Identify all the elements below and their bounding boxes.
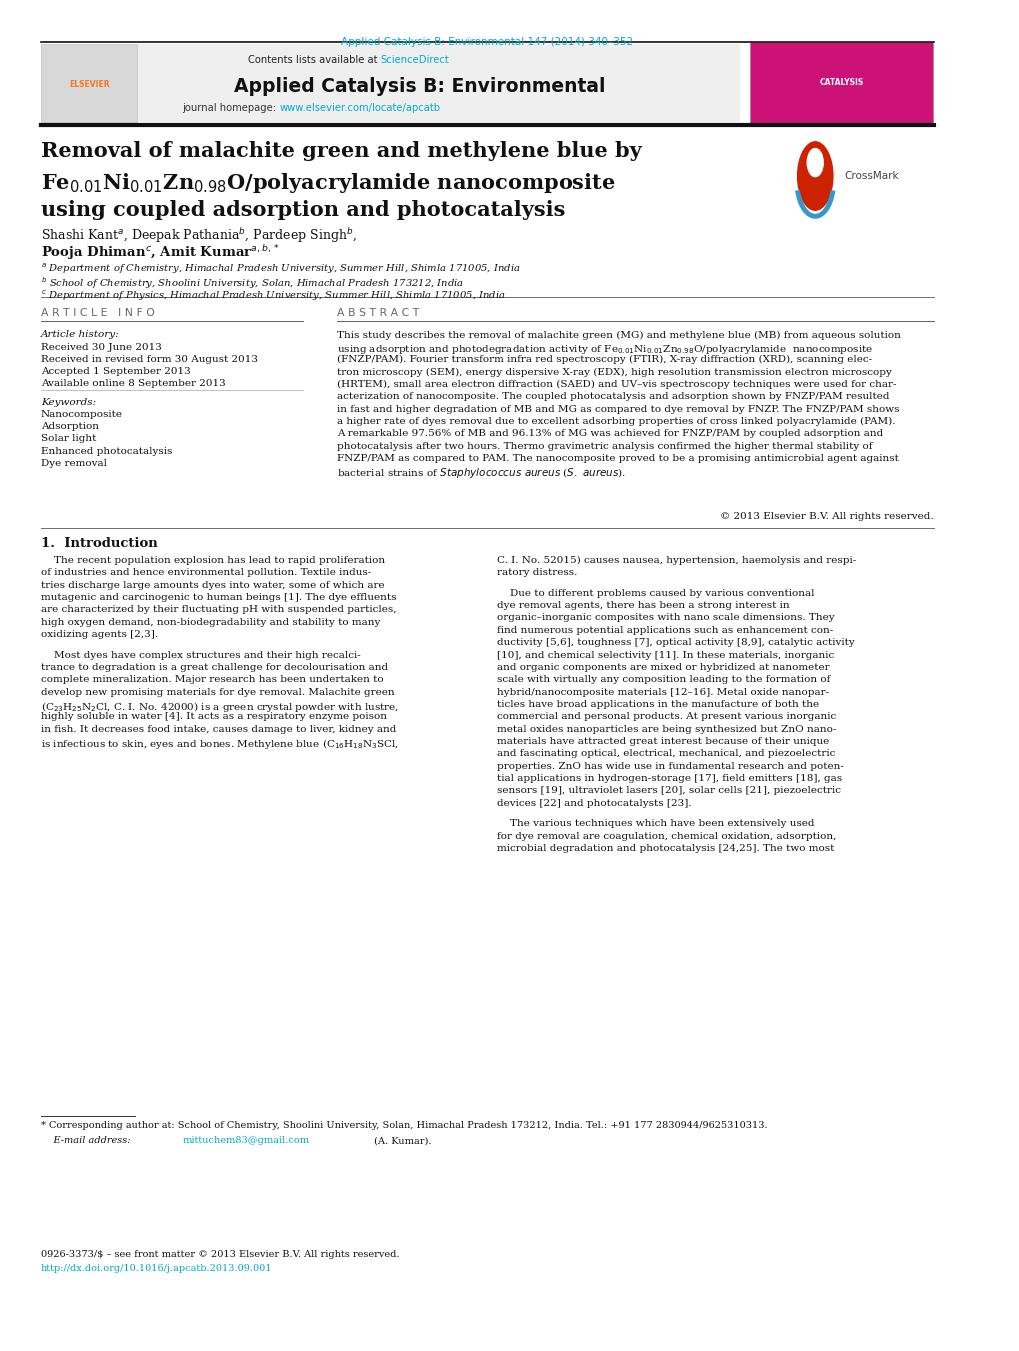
Text: ticles have broad applications in the manufacture of both the: ticles have broad applications in the ma… [496,700,818,709]
Text: using adsorption and photodegradation activity of Fe$_{0.01}$Ni$_{0.01}$Zn$_{0.9: using adsorption and photodegradation ac… [337,343,872,355]
Text: Applied Catalysis B: Environmental 147 (2014) 340–352: Applied Catalysis B: Environmental 147 (… [340,36,633,47]
Text: properties. ZnO has wide use in fundamental research and poten-: properties. ZnO has wide use in fundamen… [496,762,843,770]
Text: ratory distress.: ratory distress. [496,569,577,577]
Text: A remarkable 97.56% of MB and 96.13% of MG was achieved for FNZP/PAM by coupled : A remarkable 97.56% of MB and 96.13% of … [337,430,882,438]
Text: Received in revised form 30 August 2013: Received in revised form 30 August 2013 [41,354,258,363]
Text: mutagenic and carcinogenic to human beings [1]. The dye effluents: mutagenic and carcinogenic to human bein… [41,593,396,603]
Ellipse shape [796,141,833,211]
Text: Applied Catalysis B: Environmental: Applied Catalysis B: Environmental [233,77,604,96]
Text: Received 30 June 2013: Received 30 June 2013 [41,343,162,351]
Text: in fast and higher degradation of MB and MG as compared to dye removal by FNZP. : in fast and higher degradation of MB and… [337,404,899,413]
Text: Shashi Kant$^{a}$, Deepak Pathania$^{b}$, Pardeep Singh$^{b}$,: Shashi Kant$^{a}$, Deepak Pathania$^{b}$… [41,226,357,245]
Text: acterization of nanocomposite. The coupled photocatalysis and adsorption shown b: acterization of nanocomposite. The coupl… [337,392,889,401]
Text: materials have attracted great interest because of their unique: materials have attracted great interest … [496,738,828,746]
Text: The recent population explosion has lead to rapid proliferation: The recent population explosion has lead… [41,557,384,565]
Text: Nanocomposite: Nanocomposite [41,409,122,419]
Text: and organic components are mixed or hybridized at nanometer: and organic components are mixed or hybr… [496,663,828,671]
Text: and fascinating optical, electrical, mechanical, and piezoelectric: and fascinating optical, electrical, mec… [496,750,835,758]
Text: a higher rate of dyes removal due to excellent adsorbing properties of cross lin: a higher rate of dyes removal due to exc… [337,417,895,426]
Text: devices [22] and photocatalysts [23].: devices [22] and photocatalysts [23]. [496,798,691,808]
Text: journal homepage:: journal homepage: [182,103,279,113]
Text: develop new promising materials for dye removal. Malachite green: develop new promising materials for dye … [41,688,394,697]
Text: 0926-3373/$ – see front matter © 2013 Elsevier B.V. All rights reserved.: 0926-3373/$ – see front matter © 2013 El… [41,1250,399,1259]
Text: mittuchem83@gmail.com: mittuchem83@gmail.com [182,1136,310,1146]
Text: complete mineralization. Major research has been undertaken to: complete mineralization. Major research … [41,676,383,684]
Text: microbial degradation and photocatalysis [24,25]. The two most: microbial degradation and photocatalysis… [496,844,834,852]
Text: (HRTEM), small area electron diffraction (SAED) and UV–vis spectroscopy techniqu: (HRTEM), small area electron diffraction… [337,380,896,389]
Text: Dye removal: Dye removal [41,459,107,467]
Text: ELSEVIER: ELSEVIER [68,80,109,89]
Text: tries discharge large amounts dyes into water, some of which are: tries discharge large amounts dyes into … [41,581,384,589]
Text: Article history:: Article history: [41,331,119,339]
Text: Solar light: Solar light [41,435,96,443]
Text: Adsorption: Adsorption [41,422,99,431]
Text: Pooja Dhiman$^{c}$, Amit Kumar$^{a,b,*}$: Pooja Dhiman$^{c}$, Amit Kumar$^{a,b,*}$ [41,243,279,262]
Text: $^{a}$ Department of Chemistry, Himachal Pradesh University, Summer Hill, Shimla: $^{a}$ Department of Chemistry, Himachal… [41,262,520,277]
Text: CrossMark: CrossMark [844,172,898,181]
Text: The various techniques which have been extensively used: The various techniques which have been e… [496,819,813,828]
Text: ductivity [5,6], toughness [7], optical activity [8,9], catalytic activity: ductivity [5,6], toughness [7], optical … [496,638,854,647]
Text: photocatalysis after two hours. Thermo gravimetric analysis confirmed the higher: photocatalysis after two hours. Thermo g… [337,442,872,451]
Text: $^{b}$ School of Chemistry, Shoolini University, Solan, Himachal Pradesh 173212,: $^{b}$ School of Chemistry, Shoolini Uni… [41,276,464,292]
Ellipse shape [806,147,823,177]
Text: Accepted 1 September 2013: Accepted 1 September 2013 [41,366,191,376]
Text: Due to different problems caused by various conventional: Due to different problems caused by vari… [496,589,813,597]
Text: highly soluble in water [4]. It acts as a respiratory enzyme poison: highly soluble in water [4]. It acts as … [41,712,386,721]
Text: 1.  Introduction: 1. Introduction [41,538,158,550]
Text: $^{c}$ Department of Physics, Himachal Pradesh University, Summer Hill, Shimla 1: $^{c}$ Department of Physics, Himachal P… [41,289,505,303]
Text: FNZP/PAM as compared to PAM. The nanocomposite proved to be a promising antimicr: FNZP/PAM as compared to PAM. The nanocom… [337,454,899,463]
Text: CATALYSIS: CATALYSIS [818,77,863,86]
Text: are characterized by their fluctuating pH with suspended particles,: are characterized by their fluctuating p… [41,605,396,615]
Text: Contents lists available at: Contents lists available at [248,55,380,65]
Text: [10], and chemical selectivity [11]. In these materials, inorganic: [10], and chemical selectivity [11]. In … [496,651,834,659]
Text: scale with virtually any composition leading to the formation of: scale with virtually any composition lea… [496,676,829,684]
Text: trance to degradation is a great challenge for decolourisation and: trance to degradation is a great challen… [41,663,387,671]
Text: Fe$_{0.01}$Ni$_{0.01}$Zn$_{0.98}$O/polyacrylamide nanocomposite: Fe$_{0.01}$Ni$_{0.01}$Zn$_{0.98}$O/polya… [41,170,614,195]
Text: www.elsevier.com/locate/apcatb: www.elsevier.com/locate/apcatb [279,103,440,113]
Text: © 2013 Elsevier B.V. All rights reserved.: © 2013 Elsevier B.V. All rights reserved… [719,512,933,520]
Text: (A. Kumar).: (A. Kumar). [371,1136,431,1146]
Text: of industries and hence environmental pollution. Textile indus-: of industries and hence environmental po… [41,569,371,577]
Text: metal oxides nanoparticles are being synthesized but ZnO nano-: metal oxides nanoparticles are being syn… [496,724,836,734]
Text: hybrid/nanocomposite materials [12–16]. Metal oxide nanopar-: hybrid/nanocomposite materials [12–16]. … [496,688,827,697]
Text: A B S T R A C T: A B S T R A C T [337,308,419,317]
Bar [41,45,739,123]
Text: (FNZP/PAM). Fourier transform infra red spectroscopy (FTIR), X-ray diffraction (: (FNZP/PAM). Fourier transform infra red … [337,355,871,365]
Text: C. I. No. 52015) causes nausea, hypertension, haemolysis and respi-: C. I. No. 52015) causes nausea, hyperten… [496,557,855,565]
Text: oxidizing agents [2,3].: oxidizing agents [2,3]. [41,630,158,639]
Text: find numerous potential applications such as enhancement con-: find numerous potential applications suc… [496,626,833,635]
Text: organic–inorganic composites with nano scale dimensions. They: organic–inorganic composites with nano s… [496,613,834,623]
Text: high oxygen demand, non-biodegradability and stability to many: high oxygen demand, non-biodegradability… [41,617,380,627]
Text: * Corresponding author at: School of Chemistry, Shoolini University, Solan, Hima: * Corresponding author at: School of Che… [41,1121,766,1131]
Text: ScienceDirect: ScienceDirect [380,55,449,65]
Text: Keywords:: Keywords: [41,397,96,407]
Text: using coupled adsorption and photocatalysis: using coupled adsorption and photocataly… [41,200,565,220]
Text: tron microscopy (SEM), energy dispersive X-ray (EDX), high resolution transmissi: tron microscopy (SEM), energy dispersive… [337,367,892,377]
Text: is infectious to skin, eyes and bones. Methylene blue (C$_{16}$H$_{18}$N$_3$SCl,: is infectious to skin, eyes and bones. M… [41,738,398,751]
Text: dye removal agents, there has been a strong interest in: dye removal agents, there has been a str… [496,601,789,611]
Bar [749,42,932,127]
Text: http://dx.doi.org/10.1016/j.apcatb.2013.09.001: http://dx.doi.org/10.1016/j.apcatb.2013.… [41,1263,272,1273]
Text: Most dyes have complex structures and their high recalci-: Most dyes have complex structures and th… [41,651,361,659]
Text: in fish. It decreases food intake, causes damage to liver, kidney and: in fish. It decreases food intake, cause… [41,724,395,734]
Text: This study describes the removal of malachite green (MG) and methylene blue (MB): This study describes the removal of mala… [337,331,900,339]
Text: Enhanced photocatalysis: Enhanced photocatalysis [41,447,172,455]
Text: (C$_{23}$H$_{25}$N$_2$Cl, C. I. No. 42000) is a green crystal powder with lustre: (C$_{23}$H$_{25}$N$_2$Cl, C. I. No. 4200… [41,700,398,713]
Text: Available online 8 September 2013: Available online 8 September 2013 [41,378,225,388]
Text: tial applications in hydrogen-storage [17], field emitters [18], gas: tial applications in hydrogen-storage [1… [496,774,841,784]
Text: sensors [19], ultraviolet lasers [20], solar cells [21], piezoelectric: sensors [19], ultraviolet lasers [20], s… [496,786,840,796]
Text: commercial and personal products. At present various inorganic: commercial and personal products. At pre… [496,712,835,721]
Text: for dye removal are coagulation, chemical oxidation, adsorption,: for dye removal are coagulation, chemica… [496,831,836,840]
Text: bacterial strains of $\it{Staphylococcus\ aureus}$ ($\it{S.\ aureus}$).: bacterial strains of $\it{Staphylococcus… [337,466,626,481]
Bar [41,45,138,123]
Text: E-mail address:: E-mail address: [41,1136,133,1146]
Text: A R T I C L E   I N F O: A R T I C L E I N F O [41,308,155,317]
Text: Removal of malachite green and methylene blue by: Removal of malachite green and methylene… [41,141,641,161]
